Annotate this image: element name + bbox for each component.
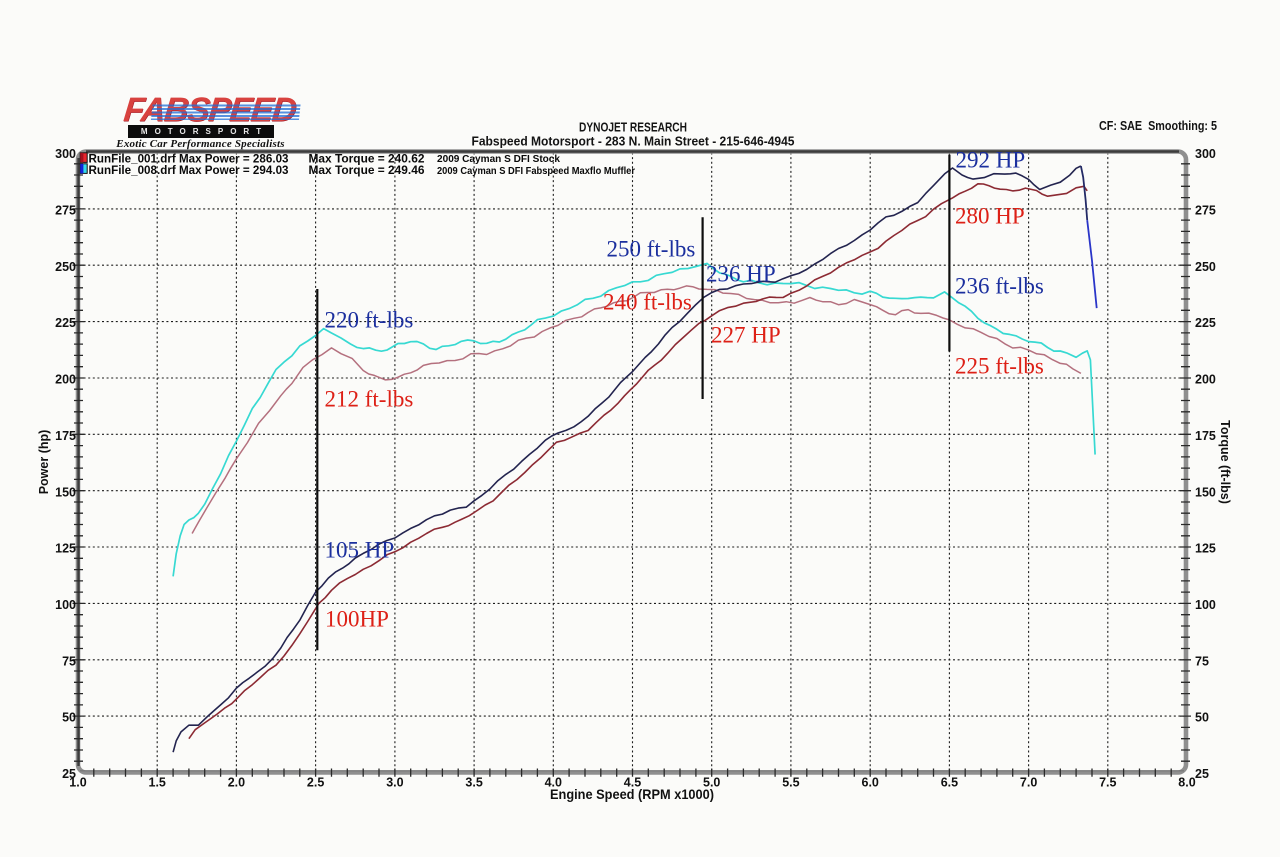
svg-text:Power (hp): Power (hp) <box>37 430 51 495</box>
svg-text:25: 25 <box>62 767 76 781</box>
svg-text:200: 200 <box>55 373 76 387</box>
svg-text:7.0: 7.0 <box>1020 776 1037 790</box>
svg-text:75: 75 <box>62 654 76 668</box>
svg-text:275: 275 <box>55 204 76 218</box>
svg-text:RunFile_008.drf Max Power = 29: RunFile_008.drf Max Power = 294.03 <box>89 165 289 177</box>
svg-text:2.5: 2.5 <box>307 776 324 790</box>
svg-text:292 HP: 292 HP <box>956 148 1026 173</box>
svg-text:4.0: 4.0 <box>545 776 562 790</box>
svg-text:1.5: 1.5 <box>149 776 166 790</box>
svg-text:Engine Speed (RPM x1000): Engine Speed (RPM x1000) <box>550 786 714 802</box>
svg-text:150: 150 <box>55 485 76 499</box>
svg-text:DYNOJET RESEARCH: DYNOJET RESEARCH <box>579 120 687 135</box>
svg-text:280 HP: 280 HP <box>955 204 1025 229</box>
svg-text:4.5: 4.5 <box>624 776 641 790</box>
svg-text:100: 100 <box>1195 598 1216 612</box>
svg-text:212 ft-lbs: 212 ft-lbs <box>325 387 414 412</box>
svg-text:Max Torque = 249.46: Max Torque = 249.46 <box>309 165 425 177</box>
svg-text:2009 Cayman S DFI Stock: 2009 Cayman S DFI Stock <box>437 153 560 165</box>
svg-text:2009 Cayman S DFI Fabspeed Max: 2009 Cayman S DFI Fabspeed Maxflo Muffle… <box>437 165 635 177</box>
svg-text:5.5: 5.5 <box>782 776 799 790</box>
svg-text:5.0: 5.0 <box>703 776 720 790</box>
svg-text:240 ft-lbs: 240 ft-lbs <box>603 290 692 315</box>
svg-text:8.0: 8.0 <box>1178 776 1195 790</box>
svg-text:225: 225 <box>1195 316 1216 330</box>
svg-text:236 ft-lbs: 236 ft-lbs <box>955 274 1044 299</box>
svg-text:6.0: 6.0 <box>862 776 879 790</box>
svg-text:300: 300 <box>1195 147 1216 161</box>
svg-text:6.5: 6.5 <box>941 776 958 790</box>
svg-text:200: 200 <box>1195 373 1216 387</box>
svg-text:125: 125 <box>55 542 76 556</box>
svg-text:7.5: 7.5 <box>1099 776 1116 790</box>
svg-text:CF: SAE Smoothing: 5: CF: SAE Smoothing: 5 <box>1099 118 1217 133</box>
svg-text:75: 75 <box>1195 654 1209 668</box>
svg-text:227 HP: 227 HP <box>711 323 781 348</box>
svg-text:Fabspeed Motorsport - 283 N. M: Fabspeed Motorsport - 283 N. Main Street… <box>472 134 795 149</box>
svg-text:250: 250 <box>55 260 76 274</box>
svg-text:225 ft-lbs: 225 ft-lbs <box>955 354 1044 379</box>
svg-text:175: 175 <box>1195 429 1216 443</box>
svg-text:250 ft-lbs: 250 ft-lbs <box>607 237 696 262</box>
svg-text:100HP: 100HP <box>325 607 389 632</box>
svg-text:25: 25 <box>1195 767 1209 781</box>
svg-text:175: 175 <box>55 429 76 443</box>
svg-text:275: 275 <box>1195 204 1216 218</box>
svg-text:225: 225 <box>55 316 76 330</box>
svg-text:2.0: 2.0 <box>228 776 245 790</box>
svg-text:100: 100 <box>55 598 76 612</box>
svg-text:236 HP: 236 HP <box>706 262 776 287</box>
svg-text:Torque (ft-lbs): Torque (ft-lbs) <box>1218 420 1232 504</box>
svg-text:250: 250 <box>1195 260 1216 274</box>
svg-text:220 ft-lbs: 220 ft-lbs <box>325 308 414 333</box>
svg-text:105 HP: 105 HP <box>325 538 395 563</box>
svg-text:50: 50 <box>1195 711 1209 725</box>
svg-text:150: 150 <box>1195 485 1216 499</box>
svg-text:Max Torque = 240.62: Max Torque = 240.62 <box>309 154 425 166</box>
svg-text:RunFile_001.drf Max Power = 28: RunFile_001.drf Max Power = 286.03 <box>89 154 289 166</box>
svg-text:1.0: 1.0 <box>69 776 86 790</box>
svg-text:3.0: 3.0 <box>386 776 403 790</box>
svg-text:300: 300 <box>55 147 76 161</box>
svg-text:3.5: 3.5 <box>465 776 482 790</box>
svg-text:50: 50 <box>62 711 76 725</box>
svg-text:125: 125 <box>1195 542 1216 556</box>
